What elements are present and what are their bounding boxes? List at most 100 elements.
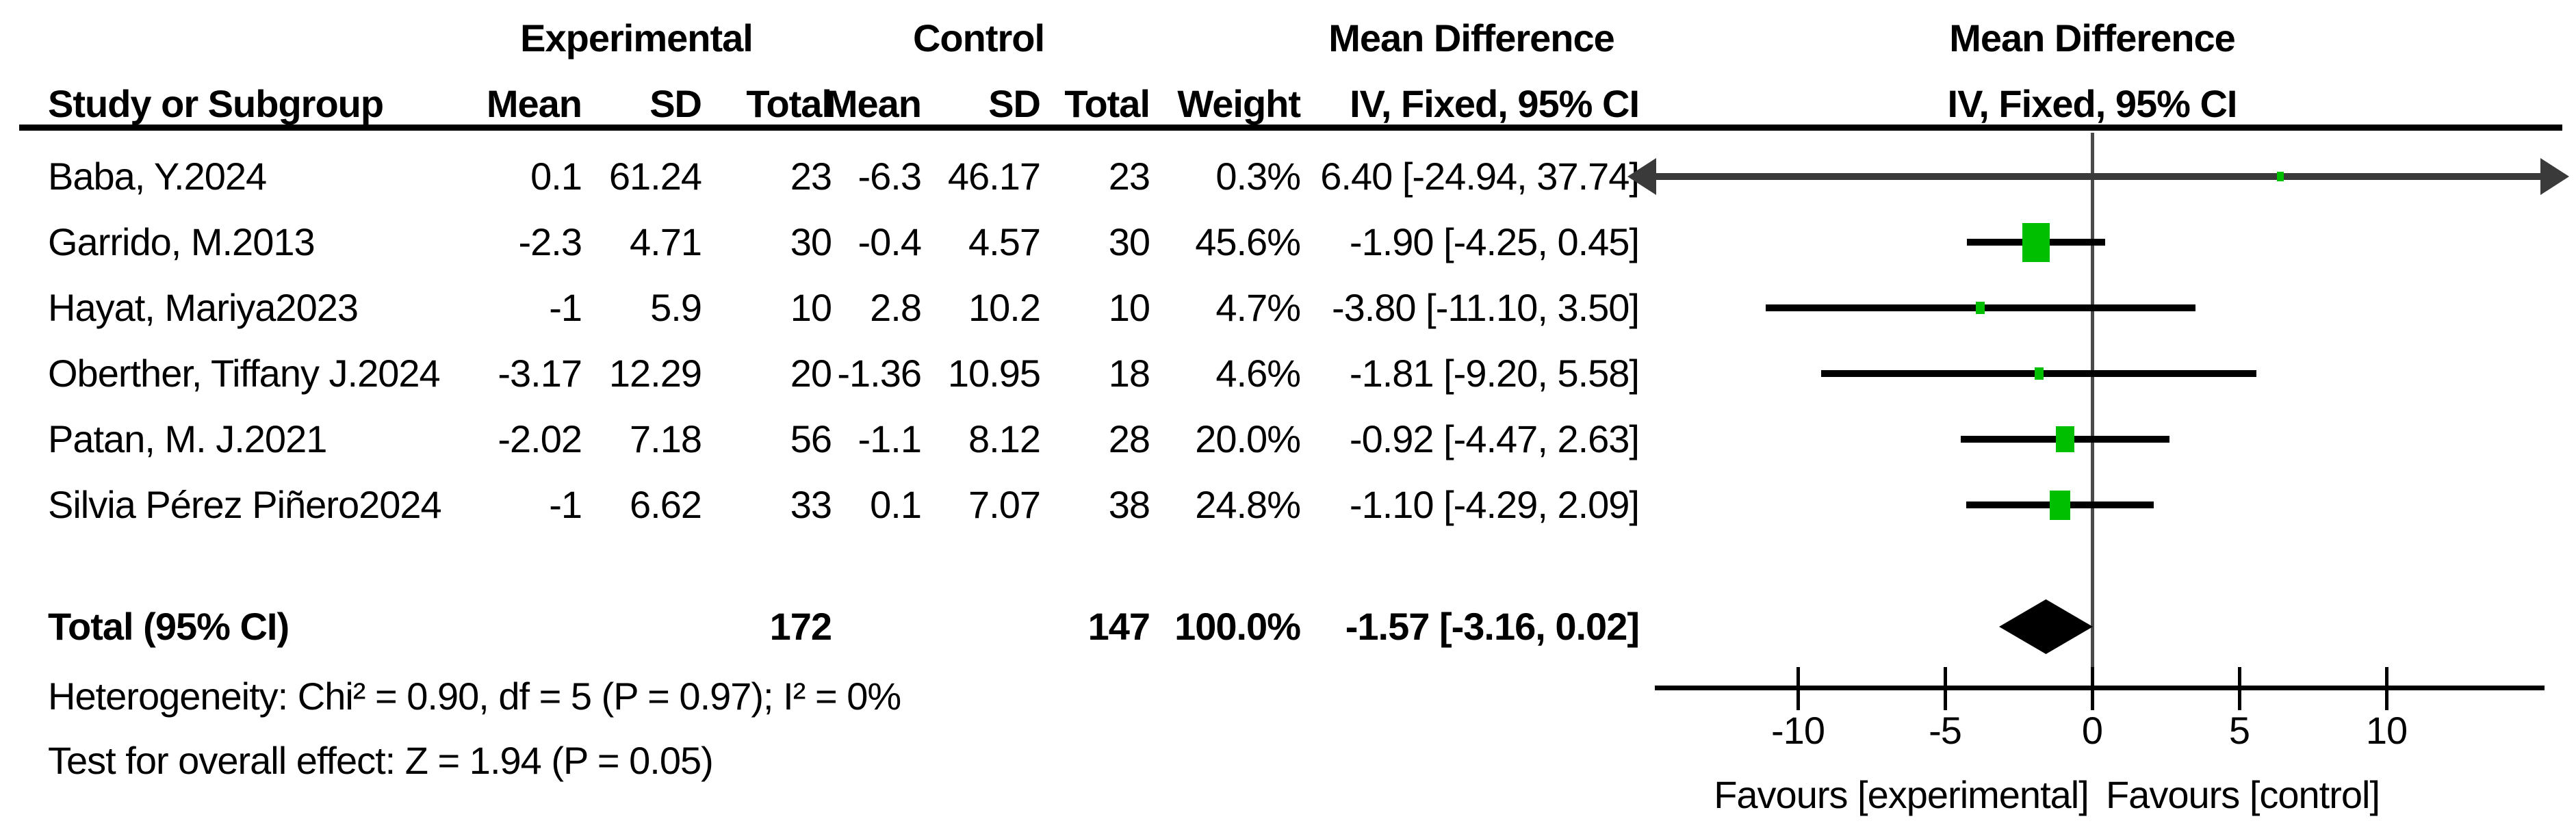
cell-total-experimental: 10 [790,286,832,329]
cell-mean-experimental: -1 [549,483,582,526]
axis-tick [1796,667,1800,710]
cell-weight: 45.6% [1195,220,1301,263]
axis-tick [1944,667,1947,710]
axis-tick-label: 10 [2365,709,2408,752]
cell-ci-text: -0.92 [-4.47, 2.63] [1349,417,1640,460]
cell-sd-control: 4.57 [968,220,1041,263]
axis-tick [2238,667,2241,710]
col-header-weight: Weight [1177,82,1301,125]
group-header-mean-difference-table: Mean Difference [1328,16,1615,60]
axis-tick-label: 0 [2081,709,2103,752]
cell-mean-experimental: -1 [549,286,582,329]
cell-sd-control: 10.2 [968,286,1041,329]
favours-experimental-label: Favours [experimental] [1714,773,2089,816]
cell-ci-text: -1.90 [-4.25, 0.45] [1349,220,1640,263]
study-marker-square [1976,302,1985,314]
col-header-ci-table: IV, Fixed, 95% CI [1350,82,1640,125]
total-experimental: 172 [769,605,832,648]
cell-weight: 0.3% [1215,155,1301,198]
cell-ci-text: -1.10 [-4.29, 2.09] [1349,483,1640,526]
cell-total-control: 23 [1108,155,1150,198]
group-header-mean-difference-plot: Mean Difference [1949,16,2236,60]
cell-sd-experimental: 6.62 [630,483,702,526]
cell-weight: 4.6% [1215,352,1301,395]
cell-weight: 20.0% [1195,417,1301,460]
heterogeneity-stats: Heterogeneity: Chi² = 0.90, df = 5 (P = … [48,675,901,718]
col-header-total-control: Total [1064,82,1150,125]
axis-tick-label: -5 [1929,709,1962,752]
cell-sd-control: 8.12 [968,417,1041,460]
col-header-study: Study or Subgroup [48,82,384,125]
cell-ci-text: 6.40 [-24.94, 37.74] [1320,155,1640,198]
favours-control-label: Favours [control] [2105,773,2380,816]
study-name: Oberther, Tiffany J.2024 [48,352,441,395]
total-ci-text: -1.57 [-3.16, 0.02] [1345,605,1640,648]
cell-total-experimental: 56 [790,417,832,460]
group-header-experimental: Experimental [520,16,754,60]
study-marker-square [2277,172,2284,181]
cell-sd-experimental: 7.18 [630,417,702,460]
cell-total-experimental: 23 [790,155,832,198]
overall-effect-stats: Test for overall effect: Z = 1.94 (P = 0… [48,739,714,782]
cell-mean-control: -1.1 [858,417,922,460]
cell-sd-experimental: 5.9 [650,286,702,329]
zero-effect-line [2091,133,2094,690]
cell-sd-control: 46.17 [947,155,1041,198]
cell-sd-experimental: 12.29 [608,352,702,395]
cell-sd-control: 7.07 [968,483,1041,526]
study-marker-square [2050,491,2070,520]
cell-mean-experimental: -2.3 [518,220,582,263]
ci-arrow-left [1627,158,1656,195]
axis-tick-label: -10 [1771,709,1825,752]
study-name: Baba, Y.2024 [48,155,267,198]
study-marker-square [2035,367,2044,380]
cell-weight: 4.7% [1215,286,1301,329]
col-header-ci-plot: IV, Fixed, 95% CI [1947,82,2238,125]
study-marker-square [2022,223,2050,262]
cell-mean-experimental: -3.17 [498,352,582,395]
cell-total-control: 38 [1108,483,1150,526]
group-header-control: Control [912,16,1045,60]
study-ci-line [1656,173,2540,180]
cell-total-experimental: 30 [790,220,832,263]
cell-mean-control: 2.8 [870,286,922,329]
total-label: Total (95% CI) [48,605,289,648]
axis-line [1655,686,2545,690]
header-rule [19,125,2562,131]
total-control: 147 [1087,605,1150,648]
summary-diamond [1999,599,2093,654]
col-header-mean-control: Mean [825,82,922,125]
study-name: Silvia Pérez Piñero2024 [48,483,442,526]
cell-mean-control: -1.36 [837,352,922,395]
study-name: Hayat, Mariya2023 [48,286,359,329]
axis-tick [2385,667,2388,710]
cell-mean-control: -0.4 [858,220,922,263]
study-name: Patan, M. J.2021 [48,417,327,460]
cell-total-experimental: 20 [790,352,832,395]
cell-total-control: 28 [1108,417,1150,460]
cell-mean-control: -6.3 [858,155,922,198]
cell-sd-control: 10.95 [947,352,1041,395]
cell-mean-experimental: 0.1 [530,155,582,198]
col-header-sd-experimental: SD [649,82,702,125]
cell-total-control: 10 [1108,286,1150,329]
study-name: Garrido, M.2013 [48,220,315,263]
axis-tick [2091,667,2094,710]
cell-sd-experimental: 61.24 [608,155,702,198]
cell-total-control: 18 [1108,352,1150,395]
col-header-sd-control: SD [988,82,1041,125]
col-header-mean-experimental: Mean [486,82,582,125]
study-marker-square [2056,426,2074,452]
cell-total-experimental: 33 [790,483,832,526]
ci-arrow-right [2540,158,2569,195]
cell-mean-control: 0.1 [870,483,922,526]
cell-ci-text: -3.80 [-11.10, 3.50] [1331,286,1640,329]
col-header-total-experimental: Total [746,82,832,125]
cell-mean-experimental: -2.02 [498,417,582,460]
cell-ci-text: -1.81 [-9.20, 5.58] [1349,352,1640,395]
axis-tick-label: 5 [2228,709,2250,752]
cell-weight: 24.8% [1195,483,1301,526]
total-weight: 100.0% [1174,605,1301,648]
cell-sd-experimental: 4.71 [630,220,702,263]
